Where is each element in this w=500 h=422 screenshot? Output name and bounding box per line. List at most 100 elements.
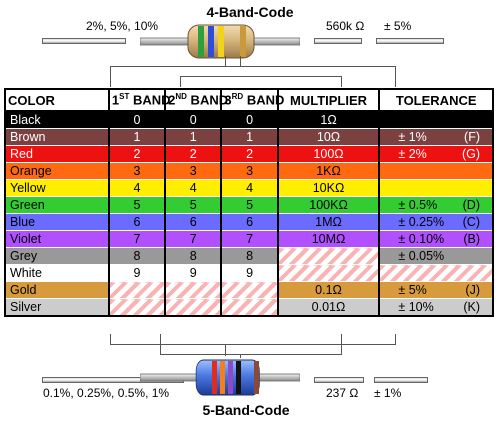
table-row: Brown 1 1 1 10Ω ± 1% (F) <box>4 128 494 146</box>
band-2-cell: 9 <box>165 264 223 282</box>
color-name-cell: Blue <box>4 213 110 231</box>
tolerance-cell: ± 0.10% (B) <box>379 230 494 248</box>
five-band-band-1 <box>212 361 217 394</box>
multiplier-cell: 1Ω <box>277 111 381 129</box>
band-2-cell: 5 <box>165 196 223 214</box>
four-band-band-4 <box>240 26 246 57</box>
tolerance-cell <box>379 111 494 129</box>
multiplier-cell: 10KΩ <box>277 179 381 197</box>
multiplier-cell: 1MΩ <box>277 213 381 231</box>
band-2-cell: 4 <box>165 179 223 197</box>
five-band-resistance-value: 237 Ω <box>326 386 359 400</box>
tolerance-cell: ± 2% (G) <box>379 145 494 163</box>
multiplier-cell: 0.01Ω <box>277 298 381 317</box>
band-2-cell: 7 <box>165 230 223 248</box>
multiplier-cell <box>277 247 381 265</box>
four-band-tolerance-options: 2%, 5%, 10% <box>86 19 159 33</box>
table-row: White 9 9 9 <box>4 264 494 282</box>
table-row: Blue 6 6 6 1MΩ ± 0.25% (C) <box>4 213 494 231</box>
five-band-tolerance-bar <box>374 377 428 383</box>
table-header-row: COLOR 1ST BAND 2ND BAND 3RD BAND MULTIPL… <box>4 88 494 112</box>
header-band-1: 1ST BAND <box>107 88 171 112</box>
header-band-2: 2ND BAND <box>164 88 228 112</box>
tolerance-cell: ± 0.5% (D) <box>379 196 494 214</box>
multiplier-cell <box>277 264 381 282</box>
band-2-cell: 3 <box>165 162 223 180</box>
band-1-cell: 2 <box>108 145 167 163</box>
color-name-cell: Gold <box>4 281 110 299</box>
band-1-cell: 6 <box>108 213 167 231</box>
four-band-connector-outer <box>110 66 396 87</box>
tolerance-cell <box>379 264 494 282</box>
color-name-cell: Brown <box>4 128 110 146</box>
band-3-cell: 0 <box>221 111 279 129</box>
four-band-resistor <box>140 24 300 59</box>
header-tolerance: TOLERANCE <box>378 88 494 112</box>
five-band-band-2 <box>220 361 225 394</box>
tolerance-value: ± 5% <box>398 283 427 297</box>
four-band-band-1 <box>198 26 204 57</box>
five-band-band-5 <box>254 361 259 394</box>
band-2-cell: 8 <box>165 247 223 265</box>
color-name-cell: Orange <box>4 162 110 180</box>
color-name-cell: Grey <box>4 247 110 265</box>
band-3-cell: 6 <box>221 213 279 231</box>
multiplier-cell: 1KΩ <box>277 162 381 180</box>
tolerance-letter-code: (F) <box>464 130 480 144</box>
five-band-title: 5-Band-Code <box>202 402 290 418</box>
band-1-cell: 9 <box>108 264 167 282</box>
band-3-cell <box>221 281 279 299</box>
tolerance-value: ± 0.5% <box>398 198 438 212</box>
five-band-connector-stem-1 <box>225 344 226 356</box>
color-name-cell: Red <box>4 145 110 163</box>
table-row: Violet 7 7 7 10MΩ ± 0.10% (B) <box>4 230 494 248</box>
band-1-cell: 8 <box>108 247 167 265</box>
tolerance-cell: ± 1% (F) <box>379 128 494 146</box>
four-band-value-bar <box>314 38 362 44</box>
band-3-cell: 1 <box>221 128 279 146</box>
band-2-cell: 0 <box>165 111 223 129</box>
color-name-cell: White <box>4 264 110 282</box>
four-band-title: 4-Band-Code <box>206 4 294 20</box>
multiplier-cell: 10Ω <box>277 128 381 146</box>
tolerance-letter-code: (G) <box>461 147 480 161</box>
tolerance-cell: ± 10% (K) <box>379 298 494 317</box>
band-3-cell: 3 <box>221 162 279 180</box>
band-1-cell: 5 <box>108 196 167 214</box>
tolerance-cell <box>379 179 494 197</box>
header-color: COLOR <box>4 88 110 112</box>
table-row: Black 0 0 0 1Ω <box>4 111 494 129</box>
band-3-cell: 2 <box>221 145 279 163</box>
multiplier-cell: 100Ω <box>277 145 381 163</box>
band-3-cell <box>221 298 279 317</box>
five-band-connector-outer <box>110 334 396 345</box>
four-band-resistance-value: 560k Ω <box>326 19 365 33</box>
table-row: Grey 8 8 8 ± 0.05% <box>4 247 494 265</box>
four-band-band-2 <box>208 26 214 57</box>
header-multiplier: MULTIPLIER <box>276 88 381 112</box>
tolerance-letter-code: (B) <box>463 232 480 246</box>
tolerance-value: ± 0.25% <box>398 215 445 229</box>
band-1-cell: 3 <box>108 162 167 180</box>
four-band-connector-stem-2 <box>240 56 241 66</box>
color-name-cell: Green <box>4 196 110 214</box>
five-band-tolerance-value: ± 1% <box>374 386 402 400</box>
band-2-cell <box>165 281 223 299</box>
color-name-cell: Yellow <box>4 179 110 197</box>
tolerance-cell: ± 0.25% (C) <box>379 213 494 231</box>
band-1-cell: 0 <box>108 111 167 129</box>
four-band-connector-stem-1 <box>225 56 226 66</box>
band-3-cell: 9 <box>221 264 279 282</box>
color-code-table: COLOR 1ST BAND 2ND BAND 3RD BAND MULTIPL… <box>4 88 494 317</box>
five-band-connector-stem-2 <box>240 354 241 358</box>
band-2-cell: 1 <box>165 128 223 146</box>
band-2-cell: 6 <box>165 213 223 231</box>
header-band-3: 3RD BAND <box>220 88 284 112</box>
tolerance-letter-code: (J) <box>465 283 480 297</box>
band-3-cell: 5 <box>221 196 279 214</box>
table-row: Orange 3 3 3 1KΩ <box>4 162 494 180</box>
table-row: Green 5 5 5 100KΩ ± 0.5% (D) <box>4 196 494 214</box>
band-1-cell: 7 <box>108 230 167 248</box>
tolerance-value: ± 0.10% <box>398 232 445 246</box>
tolerance-letter-code: (K) <box>463 300 480 314</box>
